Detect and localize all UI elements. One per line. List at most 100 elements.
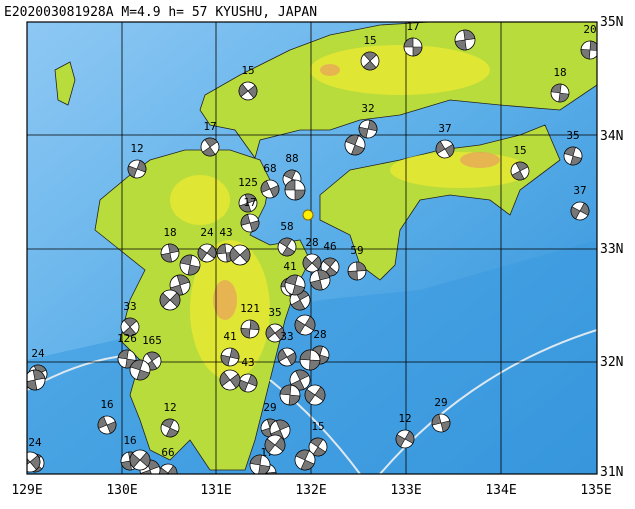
beachball [160,243,180,263]
ball-compression [304,386,326,404]
beachball [403,37,423,57]
beachball [117,349,137,369]
beachball [344,134,366,156]
depth-label: 24 [28,436,42,449]
beachball [320,257,340,277]
beachball [179,254,201,276]
depth-label: 33 [123,300,136,313]
depth-label: 43 [219,226,232,239]
beachball [358,119,378,139]
focal-mechanisms: 17 15 20 15 18 17 32 37 35 15 12 68 88 125 37 17 58 18 24 4… [27,20,597,474]
ball-compression [265,325,285,341]
depth-label: 35 [566,129,579,142]
beachball [129,449,151,471]
ball-compression [122,317,138,337]
depth-label: 16 [100,398,113,411]
y-tick-label: 34N [600,129,623,144]
depth-label: 15 [241,64,254,77]
depth-label: 18 [163,226,176,239]
ball-compression [279,384,301,406]
depth-label: 15 [311,420,324,433]
depth-label: 46 [323,240,336,253]
ball-compression [284,179,306,201]
ball-compression [202,137,218,157]
ball-compression [159,292,181,308]
depth-label: 17 [243,196,256,209]
ball-compression [219,371,241,389]
depth-label: 125 [238,176,258,189]
axis-labels: 129E 130E 131E 132E 133E 134E 135E 35N 34N 33N 32N… [11,15,623,498]
y-tick-label: 35N [600,15,623,30]
ball-compression [358,119,378,139]
ball-compression [238,83,258,99]
beachball [563,146,583,166]
map-title: E202003081928A M=4.9 h= 57 KYUSHU, JAPAN [4,5,317,20]
beachball [431,413,451,433]
epicenter [302,209,314,221]
depth-label: 24 [31,347,45,360]
ball-compression [229,247,251,263]
beachball [249,454,271,474]
ball-compression [345,134,365,156]
beachball [158,463,178,474]
ball-compression [240,213,260,233]
beachball [277,237,297,257]
ball-compression [160,243,180,263]
ball-compression [179,254,201,276]
ball-compression [294,316,316,334]
ball-compression [302,256,322,270]
depth-label: 121 [240,302,260,315]
beachball [308,437,328,457]
beachball [27,451,41,473]
beachball [229,244,251,266]
beachball [238,81,258,101]
depth-label: 29 [263,401,276,414]
beachball [284,274,306,296]
ball-compression [511,161,529,181]
beachball [240,319,260,339]
beachball [200,137,220,157]
depth-label: 15 [513,144,526,157]
beachball [299,349,321,371]
ball-compression [431,413,451,433]
ball-compression [284,274,306,296]
beachball [240,213,260,233]
ball-compression [299,349,321,371]
depth-label: 29 [434,396,447,409]
depth-label: 33 [280,330,293,343]
beachball [570,201,590,221]
beachball [395,429,415,449]
beachball [360,51,380,71]
ball-compression [27,453,41,471]
ball-compression [97,416,117,434]
ball-compression [362,51,378,71]
ball-compression [239,193,257,213]
ball-compression [278,237,296,257]
beachball [238,193,258,213]
depth-label: 41 [223,330,236,343]
depth-label: 17 [406,20,419,33]
depth-label: 17 [203,120,216,133]
depth-label: 59 [350,244,363,257]
depth-label: 20 [583,23,596,36]
ball-compression [395,430,415,448]
ball-compression [220,347,240,367]
depth-label: 126 [117,332,137,345]
ball-compression [309,269,331,291]
map-area: 17 15 20 15 18 17 32 37 35 15 12 68 88 125 37 17 58 18 24 4… [27,20,597,474]
beachball [27,369,46,391]
beachball [120,317,140,337]
ball-compression [550,83,570,103]
depth-label: 16 [123,434,136,447]
island [54,61,76,106]
depth-label: 18 [553,66,566,79]
beachball [347,261,367,281]
beachball [127,159,147,179]
y-tick-label: 32N [600,355,623,370]
beachball [435,139,455,159]
depth-label: 32 [361,102,374,115]
ball-compression [249,454,271,474]
depth-label: 28 [313,328,326,341]
graticule [27,22,597,474]
x-tick-label: 131E [200,483,231,498]
